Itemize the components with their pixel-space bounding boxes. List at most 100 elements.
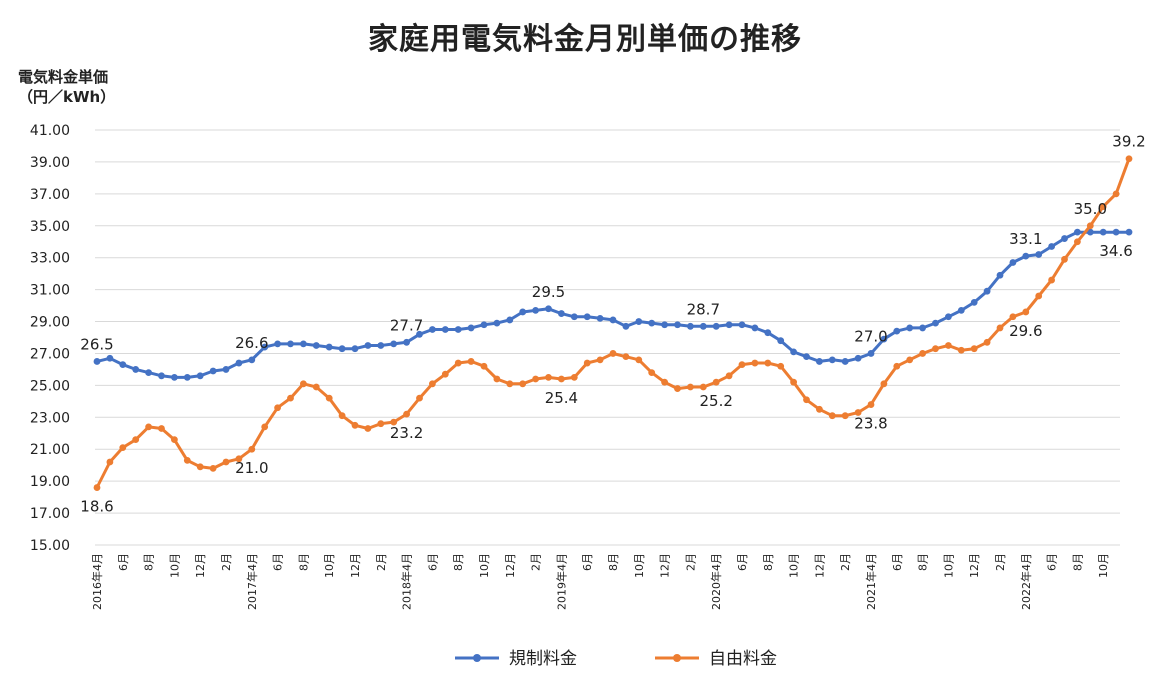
data-point-2 (1035, 292, 1043, 300)
data-point-2 (906, 356, 914, 364)
data-point-1 (867, 350, 875, 357)
data-point-2 (1009, 313, 1017, 321)
data-point-2 (480, 362, 488, 370)
x-tick-label: 2021年4月 (864, 553, 878, 610)
y-axis-label: 電気料金単価 (18, 68, 109, 86)
x-tick-label: 2月 (375, 553, 388, 571)
data-point-1 (583, 313, 591, 321)
data-point-1 (132, 366, 140, 373)
data-point-2 (312, 383, 320, 391)
data-point-2 (1061, 255, 1068, 263)
data-point-2 (403, 410, 410, 418)
data-point-1 (1125, 228, 1133, 236)
data-point-2 (609, 350, 617, 357)
data-point-2 (248, 445, 256, 453)
x-tick-label: 10月 (942, 553, 955, 578)
data-label: 26.6 (235, 334, 268, 352)
data-point-2 (764, 359, 772, 367)
data-point-1 (674, 321, 681, 329)
data-point-1 (1112, 228, 1120, 236)
data-point-1 (1074, 228, 1081, 236)
data-point-1 (1009, 259, 1017, 266)
data-point-2 (351, 421, 359, 429)
data-point-1 (119, 361, 127, 369)
data-point-1 (803, 353, 810, 361)
x-tick-label: 10月 (478, 553, 491, 578)
data-point-1 (364, 342, 372, 349)
data-point-1 (1035, 251, 1043, 258)
data-point-2 (661, 378, 668, 386)
y-tick-label: 19.00 (30, 474, 70, 490)
data-point-2 (635, 356, 643, 364)
data-point-1 (854, 354, 862, 362)
x-tick-label: 12月 (194, 553, 207, 578)
data-point-1 (945, 313, 952, 321)
data-point-2 (467, 358, 475, 365)
data-point-1 (506, 316, 514, 324)
x-tick-label: 12月 (349, 553, 362, 578)
data-point-2 (854, 409, 862, 416)
x-tick-label: 8月 (452, 553, 465, 571)
data-point-1 (1022, 252, 1030, 260)
x-tick-label: 2月 (994, 553, 1007, 571)
data-point-1 (558, 310, 565, 317)
data-point-1 (106, 354, 114, 362)
data-point-2 (287, 394, 294, 402)
data-point-2 (1022, 308, 1030, 316)
data-point-1 (790, 348, 797, 356)
data-point-2 (338, 412, 346, 420)
x-tick-label: 8月 (762, 553, 775, 571)
data-point-1 (570, 313, 578, 321)
data-label: 35.0 (1074, 200, 1107, 218)
data-point-1 (712, 322, 720, 330)
data-point-2 (132, 436, 140, 444)
data-point-2 (532, 375, 539, 383)
data-point-2 (196, 463, 204, 471)
data-point-2 (751, 359, 759, 367)
data-point-1 (699, 322, 707, 330)
data-point-2 (803, 396, 810, 404)
legend-marker-1 (473, 654, 481, 662)
data-point-2 (377, 420, 385, 428)
x-tick-label: 12月 (813, 553, 826, 578)
data-point-1 (841, 358, 849, 365)
x-tick-label: 10月 (168, 553, 181, 578)
data-point-1 (596, 314, 604, 322)
data-point-1 (1061, 235, 1068, 242)
data-point-1 (687, 322, 694, 330)
x-tick-label: 2019年4月 (554, 553, 568, 610)
y-tick-label: 33.00 (30, 251, 70, 267)
data-point-2 (106, 458, 114, 466)
data-label: 25.2 (699, 392, 732, 410)
data-point-1 (183, 374, 191, 381)
x-tick-label: 8月 (297, 553, 310, 571)
data-point-2 (867, 401, 875, 408)
data-point-1 (261, 343, 269, 351)
data-point-2 (183, 457, 191, 464)
data-point-1 (764, 329, 772, 337)
data-point-1 (519, 308, 527, 316)
data-point-1 (932, 319, 939, 327)
data-point-1 (828, 356, 836, 364)
y-tick-label: 21.00 (30, 442, 70, 458)
y-tick-label: 31.00 (30, 283, 70, 299)
data-point-2 (274, 404, 281, 412)
x-tick-label: 2016年4月 (90, 553, 104, 610)
data-point-2 (119, 444, 127, 452)
data-point-1 (622, 322, 630, 330)
data-point-1 (454, 326, 462, 333)
data-label: 39.2 (1112, 133, 1145, 151)
data-point-1 (403, 338, 410, 346)
data-label: 27.7 (390, 316, 423, 334)
data-point-2 (171, 436, 178, 444)
data-point-1 (429, 326, 436, 333)
data-point-1 (725, 321, 733, 329)
data-point-1 (467, 324, 475, 332)
data-point-2 (493, 375, 501, 383)
data-point-2 (893, 362, 901, 370)
y-tick-label: 27.00 (30, 346, 70, 362)
x-tick-label: 12月 (504, 553, 517, 578)
x-tick-label: 6月 (117, 553, 130, 571)
data-point-2 (932, 345, 939, 353)
